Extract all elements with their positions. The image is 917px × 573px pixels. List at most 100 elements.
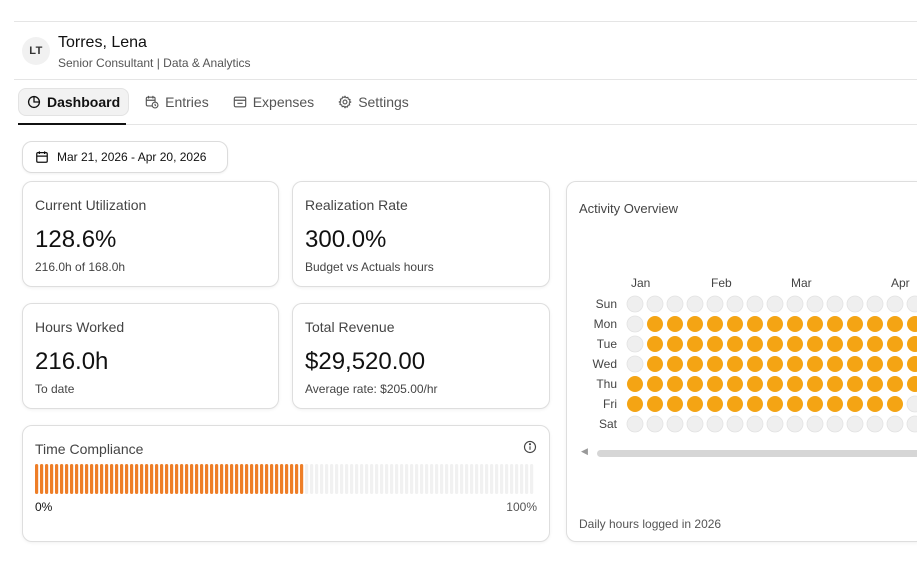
activity-day-active[interactable] — [767, 376, 783, 392]
activity-day-active[interactable] — [787, 316, 803, 332]
tab-dashboard[interactable]: Dashboard — [18, 88, 130, 116]
activity-day-empty[interactable] — [726, 295, 744, 313]
activity-day-empty[interactable] — [626, 355, 644, 373]
activity-day-active[interactable] — [727, 316, 743, 332]
activity-day-empty[interactable] — [746, 415, 764, 433]
activity-day-active[interactable] — [727, 376, 743, 392]
activity-day-active[interactable] — [827, 336, 843, 352]
activity-day-empty[interactable] — [746, 295, 764, 313]
activity-day-active[interactable] — [907, 336, 917, 352]
activity-day-active[interactable] — [687, 336, 703, 352]
activity-day-active[interactable] — [767, 356, 783, 372]
tab-settings[interactable]: Settings — [330, 88, 417, 116]
activity-day-active[interactable] — [907, 356, 917, 372]
activity-day-active[interactable] — [747, 376, 763, 392]
activity-day-active[interactable] — [647, 336, 663, 352]
activity-day-active[interactable] — [647, 376, 663, 392]
activity-day-active[interactable] — [867, 316, 883, 332]
activity-day-empty[interactable] — [626, 335, 644, 353]
activity-day-empty[interactable] — [846, 295, 864, 313]
activity-day-active[interactable] — [667, 336, 683, 352]
activity-day-active[interactable] — [767, 336, 783, 352]
tab-expenses[interactable]: Expenses — [225, 88, 322, 116]
activity-day-empty[interactable] — [766, 295, 784, 313]
activity-day-active[interactable] — [807, 316, 823, 332]
activity-day-active[interactable] — [787, 376, 803, 392]
activity-day-active[interactable] — [867, 396, 883, 412]
activity-day-active[interactable] — [787, 396, 803, 412]
activity-day-active[interactable] — [887, 376, 903, 392]
activity-day-empty[interactable] — [886, 295, 904, 313]
activity-day-empty[interactable] — [666, 295, 684, 313]
activity-day-active[interactable] — [847, 356, 863, 372]
activity-day-active[interactable] — [827, 376, 843, 392]
activity-day-active[interactable] — [687, 376, 703, 392]
activity-day-active[interactable] — [687, 396, 703, 412]
activity-day-active[interactable] — [907, 376, 917, 392]
activity-day-empty[interactable] — [646, 295, 664, 313]
activity-day-empty[interactable] — [786, 415, 804, 433]
heatmap-scrollbar[interactable] — [597, 450, 917, 457]
activity-day-active[interactable] — [647, 396, 663, 412]
activity-day-active[interactable] — [887, 396, 903, 412]
activity-day-active[interactable] — [687, 356, 703, 372]
activity-day-active[interactable] — [707, 356, 723, 372]
activity-day-empty[interactable] — [906, 295, 917, 313]
activity-day-active[interactable] — [807, 376, 823, 392]
activity-day-active[interactable] — [827, 396, 843, 412]
activity-day-active[interactable] — [827, 356, 843, 372]
activity-day-empty[interactable] — [726, 415, 744, 433]
activity-day-active[interactable] — [767, 316, 783, 332]
activity-day-active[interactable] — [627, 396, 643, 412]
activity-day-empty[interactable] — [886, 415, 904, 433]
activity-day-empty[interactable] — [686, 295, 704, 313]
activity-day-active[interactable] — [707, 316, 723, 332]
activity-day-active[interactable] — [867, 356, 883, 372]
activity-day-active[interactable] — [687, 316, 703, 332]
activity-day-active[interactable] — [667, 396, 683, 412]
activity-day-empty[interactable] — [806, 415, 824, 433]
activity-day-empty[interactable] — [866, 415, 884, 433]
activity-day-empty[interactable] — [786, 295, 804, 313]
activity-day-empty[interactable] — [906, 395, 917, 413]
activity-day-empty[interactable] — [826, 295, 844, 313]
activity-day-active[interactable] — [807, 336, 823, 352]
activity-day-active[interactable] — [747, 356, 763, 372]
activity-day-active[interactable] — [707, 376, 723, 392]
activity-day-active[interactable] — [847, 316, 863, 332]
activity-day-empty[interactable] — [866, 295, 884, 313]
activity-day-empty[interactable] — [906, 415, 917, 433]
activity-day-active[interactable] — [887, 336, 903, 352]
activity-day-empty[interactable] — [646, 415, 664, 433]
activity-day-active[interactable] — [647, 316, 663, 332]
activity-day-active[interactable] — [647, 356, 663, 372]
activity-day-active[interactable] — [907, 316, 917, 332]
activity-day-active[interactable] — [747, 396, 763, 412]
activity-day-active[interactable] — [787, 336, 803, 352]
activity-day-active[interactable] — [787, 356, 803, 372]
activity-day-active[interactable] — [727, 336, 743, 352]
date-range-picker[interactable]: Mar 21, 2026 - Apr 20, 2026 — [22, 141, 228, 173]
activity-day-active[interactable] — [727, 396, 743, 412]
activity-day-active[interactable] — [807, 396, 823, 412]
activity-day-active[interactable] — [847, 396, 863, 412]
activity-day-active[interactable] — [847, 376, 863, 392]
info-icon[interactable] — [523, 440, 537, 454]
activity-day-empty[interactable] — [766, 415, 784, 433]
activity-day-active[interactable] — [867, 376, 883, 392]
activity-day-active[interactable] — [807, 356, 823, 372]
tab-entries[interactable]: Entries — [137, 88, 217, 116]
activity-day-active[interactable] — [747, 336, 763, 352]
activity-day-active[interactable] — [627, 376, 643, 392]
scroll-left-arrow[interactable]: ◀ — [581, 446, 588, 456]
activity-day-empty[interactable] — [706, 295, 724, 313]
activity-day-active[interactable] — [867, 336, 883, 352]
activity-day-empty[interactable] — [626, 315, 644, 333]
activity-day-empty[interactable] — [686, 415, 704, 433]
activity-day-active[interactable] — [767, 396, 783, 412]
activity-day-active[interactable] — [727, 356, 743, 372]
activity-day-empty[interactable] — [806, 295, 824, 313]
activity-day-empty[interactable] — [826, 415, 844, 433]
activity-day-empty[interactable] — [846, 415, 864, 433]
activity-day-active[interactable] — [707, 396, 723, 412]
